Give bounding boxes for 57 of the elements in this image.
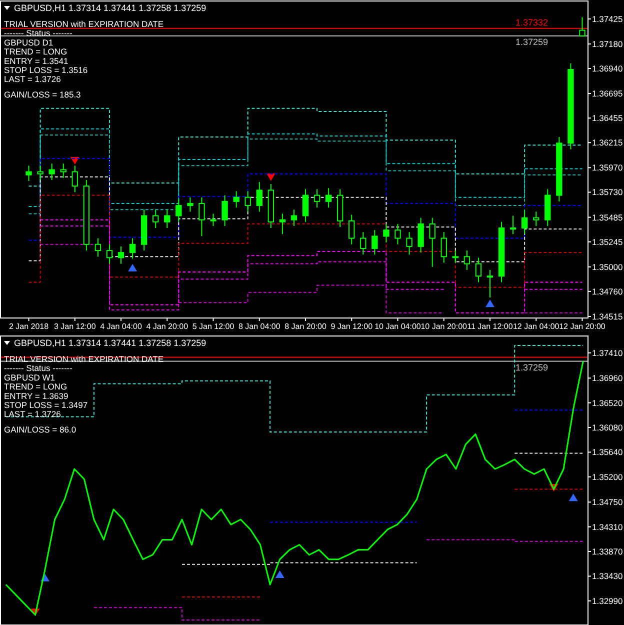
y-tick-label: 1.35485 [592, 212, 623, 222]
y-tick-label: 1.34515 [592, 311, 623, 322]
annotation: ENTRY = 1.3639 [4, 390, 68, 401]
x-tick-label: 8 Jan 20:00 [284, 322, 327, 331]
annotation: TREND = LONG [4, 46, 68, 57]
x-tick-label: 4 Jan 04:00 [100, 322, 142, 331]
y-tick-label: 1.35640 [592, 447, 623, 458]
y-tick-label: 1.34310 [592, 522, 623, 532]
annotation: ------- Status ------- [4, 363, 73, 374]
y-tick-label: 1.32990 [592, 596, 623, 606]
annotation: GBPUSD W1 [4, 372, 56, 382]
x-tick-label: 10 Jan 04:00 [374, 322, 422, 331]
y-tick-label: 1.37410 [592, 348, 623, 358]
y-tick-label: 1.34750 [592, 497, 623, 508]
annotation: GBPUSD D1 [4, 37, 54, 48]
annotation: TRIAL VERSION with EXPIRATION DATE [4, 19, 164, 29]
y-tick-label: 1.33870 [592, 546, 623, 556]
annotation: STOP LOSS = 1.3497 [4, 400, 88, 410]
y-tick-label: 1.35245 [592, 236, 623, 247]
y-tick-label: 1.35200 [592, 472, 623, 482]
chart-title: GBPUSD,H1 1.37314 1.37441 1.37258 1.37259 [14, 3, 206, 13]
y-tick-label: 1.36215 [592, 138, 623, 148]
x-tick-label: 8 Jan 04:00 [238, 322, 281, 331]
x-tick-label: 3 Jan 12:00 [54, 322, 96, 331]
x-tick-label: 12 Jan 20:00 [559, 322, 606, 331]
y-tick-label: 1.35730 [592, 187, 623, 198]
annotation: LAST = 1.3726 [4, 74, 62, 84]
y-tick-label: 1.36520 [592, 398, 623, 408]
y-tick-label: 1.36080 [592, 422, 623, 432]
annotation: TREND = LONG [4, 382, 68, 392]
y-tick-label: 1.37425 [592, 14, 623, 24]
annotation: STOP LOSS = 1.3516 [4, 65, 88, 75]
annotation: ENTRY = 1.3541 [4, 56, 68, 66]
y-tick-label: 1.36695 [592, 88, 623, 99]
y-tick-label: 1.35000 [592, 262, 623, 272]
x-tick-label: 9 Jan 12:00 [330, 322, 374, 331]
x-tick-label: 4 Jan 20:00 [146, 322, 189, 331]
y-tick-label: 1.36940 [592, 63, 623, 74]
y-tick-label: 1.34760 [592, 286, 623, 296]
y-tick-label: 1.37180 [592, 38, 623, 49]
x-tick-label: 5 Jan 12:00 [192, 322, 235, 331]
x-tick-label: 10 Jan 20:00 [420, 322, 468, 331]
y-tick-label: 1.35970 [592, 162, 623, 173]
ref-line-label: 1.37332 [515, 17, 548, 28]
annotation: ------- Status ------- [4, 28, 73, 38]
chart-title: GBPUSD,H1 1.37314 1.37441 1.37258 1.37259 [14, 338, 206, 348]
y-tick-label: 1.36960 [592, 373, 623, 384]
y-tick-label: 1.33430 [592, 571, 623, 582]
annotation: GAIN/LOSS = 185.3 [4, 89, 82, 100]
x-tick-label: 2 Jan 2018 [8, 322, 50, 331]
annotation: LAST = 1.3726 [4, 409, 62, 420]
y-tick-label: 1.36455 [592, 113, 623, 124]
annotation: GAIN/LOSS = 86.0 [4, 424, 76, 434]
x-tick-label: 12 Jan 04:00 [512, 322, 560, 331]
x-tick-label: 11 Jan 12:00 [467, 322, 514, 331]
ref-line-label: 1.37259 [515, 362, 548, 372]
ref-line-label: 1.37259 [515, 36, 548, 47]
